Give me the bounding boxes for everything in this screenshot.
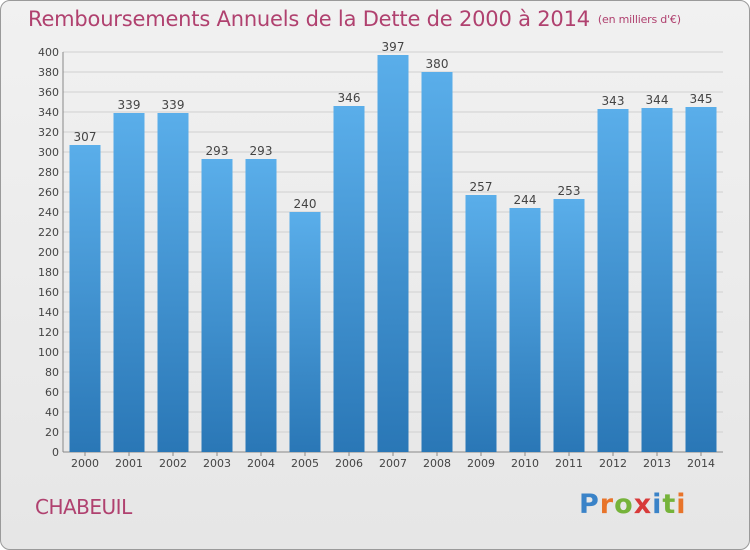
x-tick-label-2010: 2010 [511,457,539,470]
data-label-2004: 293 [250,144,273,158]
bar-2009 [465,195,497,452]
y-tick-label: 160 [38,286,59,299]
y-tick-label: 120 [38,326,59,339]
y-tick-label: 80 [45,366,59,379]
y-tick-label: 140 [38,306,59,319]
x-tick-label-2001: 2001 [115,457,143,470]
bar-2005 [289,212,321,452]
logo-letter: P [579,489,600,520]
y-tick-label: 20 [45,426,59,439]
chart-title: Remboursements Annuels de la Dette de 20… [28,7,681,31]
y-tick-label: 180 [38,266,59,279]
x-tick-label-2014: 2014 [687,457,715,470]
bar-2010 [509,208,541,452]
x-tick-label-2005: 2005 [291,457,319,470]
y-tick-label: 240 [38,206,59,219]
logo-letter: i [676,489,687,520]
x-tick-label-2002: 2002 [159,457,187,470]
y-tick-label: 300 [38,146,59,159]
bar-2011 [553,199,585,452]
x-axis-ticks: 2000 2001 2002 2003 2004 2005 2006 2007 2008 2009… [71,452,715,470]
bars [69,55,717,452]
commune-name: CHABEUIL [35,495,132,519]
data-label-2008: 380 [426,57,449,71]
x-tick-label-2012: 2012 [599,457,627,470]
proxiti-logo: Proxiti [579,489,687,520]
data-label-2006: 346 [338,91,361,105]
x-tick-label-2009: 2009 [467,457,495,470]
x-tick-label-2004: 2004 [247,457,275,470]
data-label-2013: 344 [646,93,669,107]
data-label-2014: 345 [690,92,713,106]
data-label-2007: 397 [382,40,405,54]
bar-2006 [333,106,365,452]
x-tick-label-2007: 2007 [379,457,407,470]
x-tick-label-2013: 2013 [643,457,671,470]
data-label-2001: 339 [118,98,141,112]
bar-2004 [245,159,277,452]
y-tick-label: 40 [45,406,59,419]
y-tick-label: 380 [38,66,59,79]
y-tick-label: 400 [38,46,59,59]
data-label-2003: 293 [206,144,229,158]
data-label-2009: 257 [470,180,493,194]
y-tick-label: 0 [52,446,59,459]
bar-2000 [69,145,101,452]
bar-2013 [641,108,673,452]
y-tick-label: 360 [38,86,59,99]
data-label-2000: 307 [74,130,97,144]
bar-2003 [201,159,233,452]
bar-2012 [597,109,629,452]
y-tick-label: 260 [38,186,59,199]
x-tick-label-2003: 2003 [203,457,231,470]
data-label-2010: 244 [514,193,537,207]
x-tick-label-2006: 2006 [335,457,363,470]
bar-2001 [113,113,145,452]
y-axis-ticks: 0 20 40 60 80 100 120 140 160 180 200 220 240 260 280 3… [38,46,59,459]
logo-letter: r [599,489,615,520]
y-tick-label: 200 [38,246,59,259]
y-tick-label: 220 [38,226,59,239]
data-label-2011: 253 [558,184,581,198]
y-tick-label: 320 [38,126,59,139]
logo-letter: i [652,489,663,520]
y-tick-label: 60 [45,386,59,399]
y-tick-label: 280 [38,166,59,179]
logo-letter: x [633,489,653,520]
bar-2002 [157,113,189,452]
logo-letter: o [614,489,634,520]
data-label-2012: 343 [602,94,625,108]
chart-unit: (en milliers d'€) [597,13,681,26]
bar-2007 [377,55,409,452]
x-tick-label-2000: 2000 [71,457,99,470]
logo-letter: t [662,489,677,520]
y-tick-label: 100 [38,346,59,359]
y-tick-label: 340 [38,106,59,119]
bar-2008 [421,72,453,452]
x-tick-label-2011: 2011 [555,457,583,470]
data-labels: 307 339 339 293 293 240 346 397 380 257 244 253 343 3… [74,40,713,211]
x-tick-label-2008: 2008 [423,457,451,470]
chart-title-text: Remboursements Annuels de la Dette de 20… [28,7,590,31]
bar-2014 [685,107,717,452]
data-label-2002: 339 [162,98,185,112]
data-label-2005: 240 [294,197,317,211]
